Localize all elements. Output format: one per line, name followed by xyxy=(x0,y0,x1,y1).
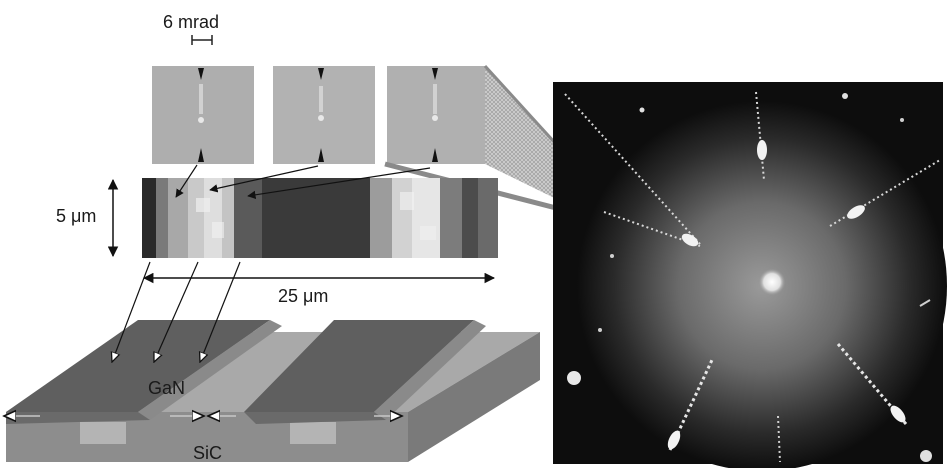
spatial-map xyxy=(142,178,498,258)
diffraction-pattern xyxy=(553,82,947,468)
width-scale-label: 25 μm xyxy=(278,286,328,306)
sic-label: SiC xyxy=(193,443,222,463)
pointer-arrows-map xyxy=(112,261,241,362)
pattern-panel-3 xyxy=(387,66,485,164)
pattern-panel-1 xyxy=(152,66,254,164)
angular-scale-label: 6 mrad xyxy=(163,12,219,32)
gan-label: GaN xyxy=(148,378,185,398)
pattern-panel-2 xyxy=(273,66,375,164)
sample-schematic xyxy=(4,320,540,462)
height-scale-label: 5 μm xyxy=(56,206,96,226)
angular-scale-bar-icon xyxy=(191,35,213,45)
pointer-arrows-panels xyxy=(175,164,431,200)
